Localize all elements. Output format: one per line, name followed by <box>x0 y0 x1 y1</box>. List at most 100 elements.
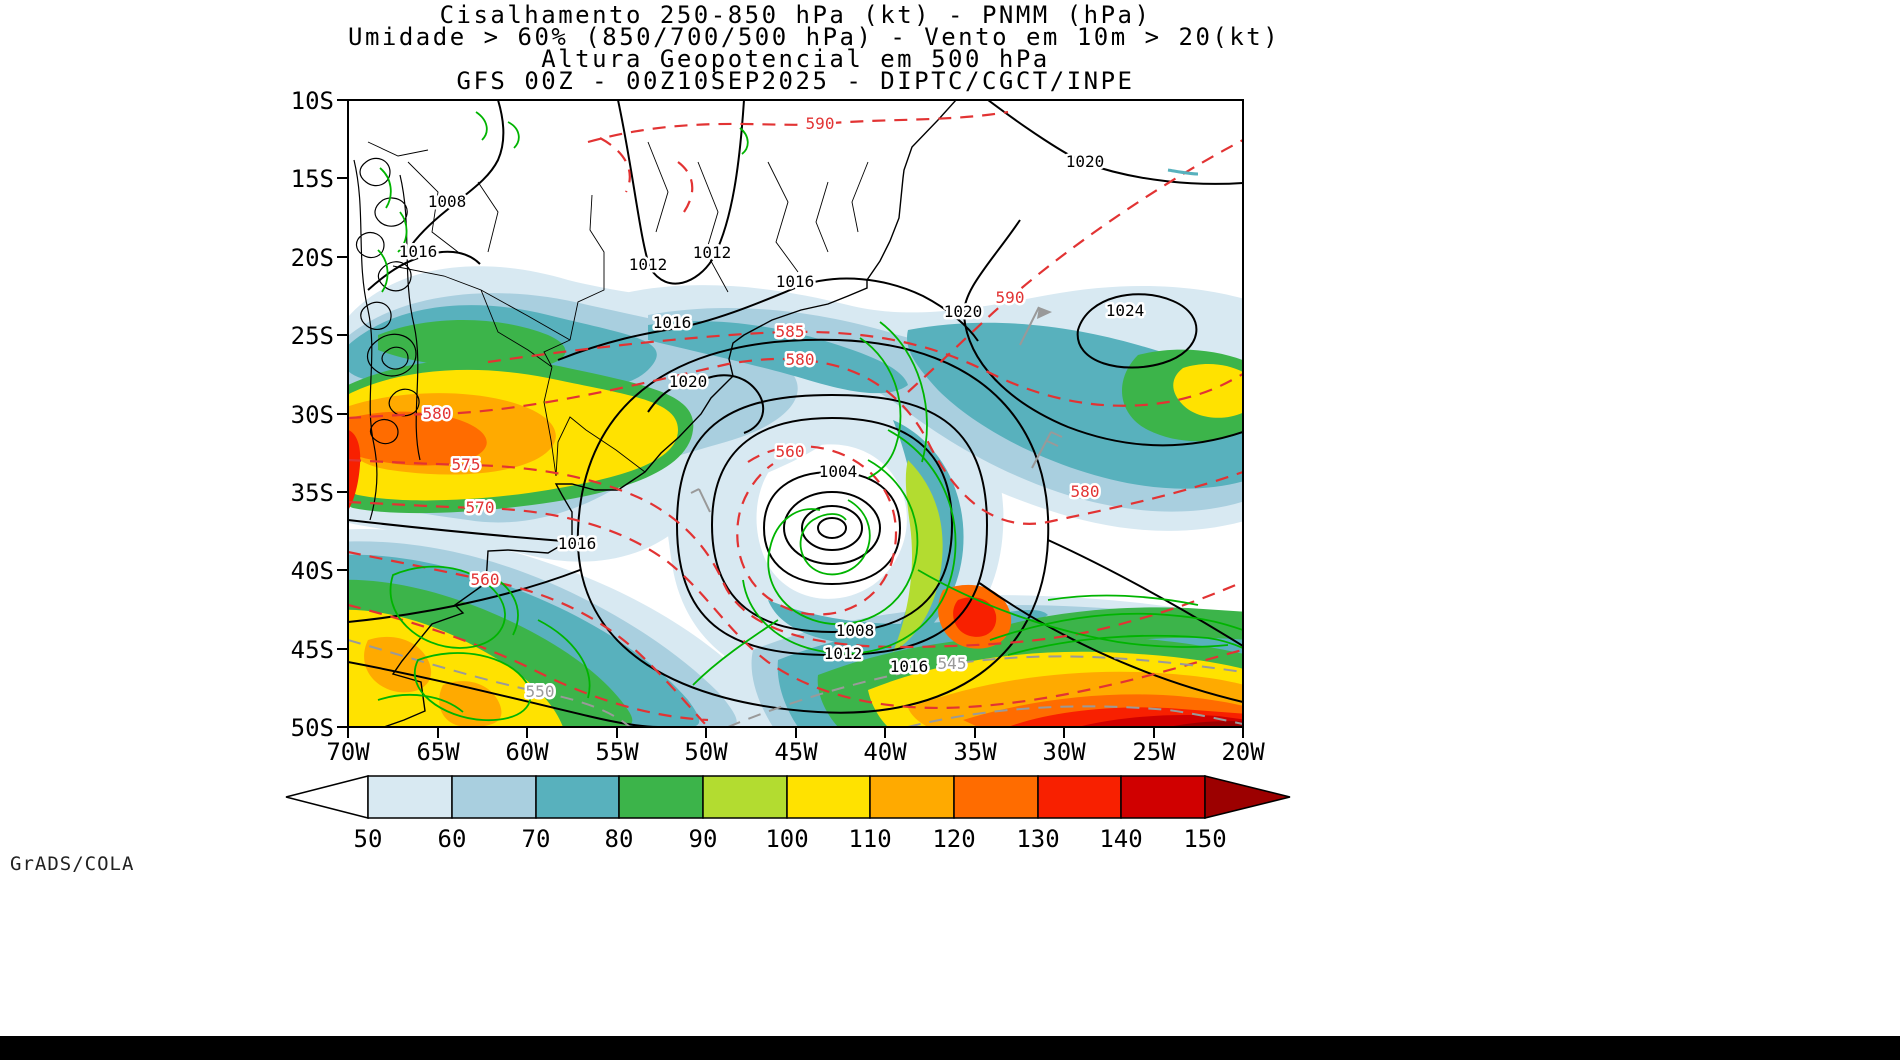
lat-tick-label: 15S <box>291 165 334 193</box>
lat-tick-label: 30S <box>291 401 334 429</box>
lon-tick-label: 45W <box>774 738 818 766</box>
lon-tick-label: 35W <box>953 738 997 766</box>
map-content <box>348 100 1243 727</box>
pressure-contour-label: 1012 <box>693 243 732 262</box>
pressure-contour-label: 1016 <box>653 313 692 332</box>
colorbar-label: 50 <box>354 825 383 853</box>
colorbar-label: 150 <box>1183 825 1226 853</box>
country-state-borders <box>367 141 869 477</box>
map-area: 1008 1016 1012 1012 1016 1016 1020 1020 … <box>347 99 1244 728</box>
pressure-contour-label: 1016 <box>890 657 929 676</box>
colorbar-cell <box>451 775 537 819</box>
colorbar-label: 130 <box>1016 825 1059 853</box>
lat-tick-label: 10S <box>291 87 334 115</box>
colorbar-cell <box>618 775 704 819</box>
pressure-contour-label: 1008 <box>428 192 467 211</box>
title-line-1: Cisalhamento 250-850 hPa (kt) - PNMM (hP… <box>439 1 1152 29</box>
colorbar-cell <box>786 775 871 819</box>
pressure-contour-label: 1012 <box>629 255 668 274</box>
wind-barb-flag <box>1037 307 1052 319</box>
coastline-borders-layer <box>367 100 957 727</box>
height-contour-label: 575 <box>452 455 481 474</box>
lon-tick-label: 20W <box>1221 738 1265 766</box>
pressure-contour-label: 1004 <box>819 462 858 481</box>
colorbar-label: 70 <box>522 825 551 853</box>
colorbar-labels: 50 60 70 80 90 100 110 120 130 140 150 <box>354 825 1227 853</box>
lat-axis <box>337 99 348 728</box>
colorbar-label: 120 <box>932 825 975 853</box>
height-contour-label: 580 <box>786 350 815 369</box>
fill-region <box>893 460 943 652</box>
title-line-3: Altura Geopotencial em 500 hPa <box>541 45 1050 73</box>
lat-axis-labels: 10S 15S 20S 25S 30S 35S 40S 45S 50S <box>291 87 334 742</box>
colorbar-cell <box>953 775 1039 819</box>
pressure-contour-label: 1020 <box>944 302 983 321</box>
colorbar-under-arrow <box>285 775 369 819</box>
lat-tick-label: 35S <box>291 479 334 507</box>
title-line-4: GFS 00Z - 00Z10SEP2025 - DIPTC/CGCT/INPE <box>456 67 1135 95</box>
bottom-bar <box>0 1036 1900 1060</box>
pressure-contour-label: 1020 <box>669 372 708 391</box>
colorbar-cell <box>1120 775 1206 819</box>
lon-tick-label: 40W <box>863 738 907 766</box>
title-line-2: Umidade > 60% (850/700/500 hPa) - Vento … <box>348 23 1281 51</box>
pressure-contour-label: 1016 <box>399 242 438 261</box>
weather-map-figure: 1008 1016 1012 1012 1016 1016 1020 1020 … <box>285 87 1291 853</box>
contour-labels: 1008 1016 1012 1012 1016 1016 1020 1020 … <box>396 112 1147 704</box>
gray-height-contour-label: 545 <box>938 654 967 673</box>
gray-height-contour-label: 550 <box>526 682 555 701</box>
height-contour-label: 580 <box>1071 482 1100 501</box>
grads-watermark: GrADS/COLA <box>10 853 135 875</box>
height-contour-label: 570 <box>466 498 495 517</box>
fill-region <box>348 305 1243 727</box>
lat-tick-label: 45S <box>291 636 334 664</box>
pressure-contour-label: 1008 <box>836 621 875 640</box>
lat-tick-label: 25S <box>291 322 334 350</box>
lon-tick-label: 30W <box>1042 738 1086 766</box>
colorbar-cell <box>535 775 620 819</box>
lat-tick-label: 40S <box>291 557 334 585</box>
wind-barbs <box>690 168 1199 513</box>
height-contour-label: 590 <box>996 288 1025 307</box>
colorbar-label: 100 <box>765 825 808 853</box>
shear-fill-layer <box>348 266 1243 727</box>
lon-axis-labels: 70W 65W 60W 55W 50W 45W 40W 35W 30W 25W … <box>326 738 1265 766</box>
lat-tick-label: 20S <box>291 244 334 272</box>
figure-titles: Cisalhamento 250-850 hPa (kt) - PNMM (hP… <box>348 1 1281 95</box>
colorbar-cell <box>702 775 788 819</box>
colorbar-label: 110 <box>848 825 891 853</box>
colorbar-label: 60 <box>438 825 467 853</box>
pressure-contour-layer <box>348 100 1243 727</box>
humidity-contours <box>377 111 1243 721</box>
lon-tick-label: 70W <box>326 738 370 766</box>
pressure-contour-label: 1016 <box>558 534 597 553</box>
height-contour-label: 560 <box>471 570 500 589</box>
colorbar-label: 90 <box>689 825 718 853</box>
colorbar-cell <box>869 775 955 819</box>
lat-tick-label: 50S <box>291 714 334 742</box>
height-contour-label: 590 <box>806 114 835 133</box>
lon-tick-label: 65W <box>416 738 460 766</box>
height-contour-label: 560 <box>776 442 805 461</box>
lon-tick-label: 50W <box>684 738 728 766</box>
colorbar: 50 60 70 80 90 100 110 120 130 140 150 <box>285 775 1291 853</box>
colorbar-cell <box>1037 775 1122 819</box>
wind-barb <box>690 306 1063 513</box>
lon-axis <box>347 727 1244 738</box>
geopotential-contours-gray <box>348 639 1243 727</box>
pressure-contour-label: 1012 <box>824 644 863 663</box>
height-contour-label: 585 <box>776 322 805 341</box>
fill-region <box>348 411 1243 727</box>
pressure-contour-label: 1020 <box>1066 152 1105 171</box>
shear-streak <box>1167 168 1199 176</box>
colorbar-label: 80 <box>605 825 634 853</box>
fill-region <box>1168 721 1243 727</box>
pressure-contours <box>348 100 1243 727</box>
pressure-contour-label: 1024 <box>1106 301 1145 320</box>
terrain-contour-clutter <box>353 157 421 521</box>
fill-region <box>348 364 1243 727</box>
lon-tick-label: 55W <box>595 738 639 766</box>
height-contour-label: 580 <box>423 404 452 423</box>
lon-tick-label: 60W <box>505 738 549 766</box>
